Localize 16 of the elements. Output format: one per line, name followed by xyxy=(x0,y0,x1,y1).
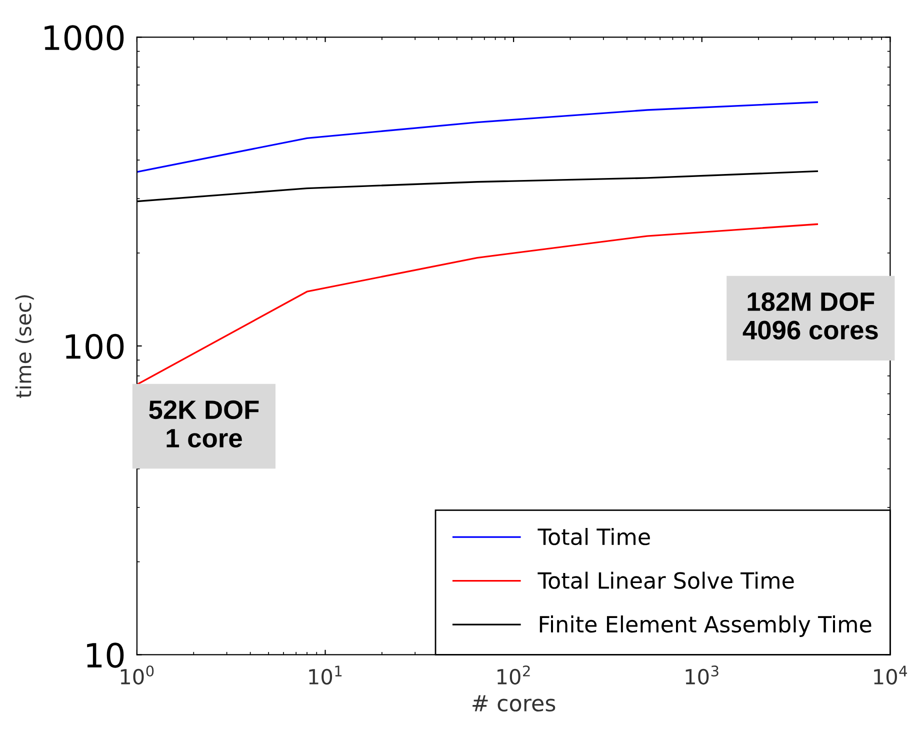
x-tick-label: 10$^{4}$ xyxy=(874,666,908,685)
legend-label: Total Linear Solve Time xyxy=(538,572,794,589)
line-series xyxy=(136,101,818,173)
legend-label: Finite Element Assembly Time xyxy=(540,615,872,637)
x-axis-title: # cores xyxy=(472,695,556,712)
y-tick-label: 1000 xyxy=(44,25,124,50)
x-tick-label: 10$^{3}$ xyxy=(686,665,718,685)
annotation: 52K DOF 1 core xyxy=(149,400,259,448)
x-tick-label: 10$^{2}$ xyxy=(498,665,530,685)
x-tick-label: 10$^{1}$ xyxy=(309,666,342,685)
annotation: 182M DOF 4096 cores xyxy=(742,292,878,340)
y-tick-label: 100 xyxy=(66,334,124,360)
y-tick-label: 10 xyxy=(87,642,124,668)
x-tick-label: 10$^{0}$ xyxy=(120,665,154,685)
legend-label: Total Time xyxy=(538,528,650,546)
y-axis-title: time (sec) xyxy=(15,295,34,398)
